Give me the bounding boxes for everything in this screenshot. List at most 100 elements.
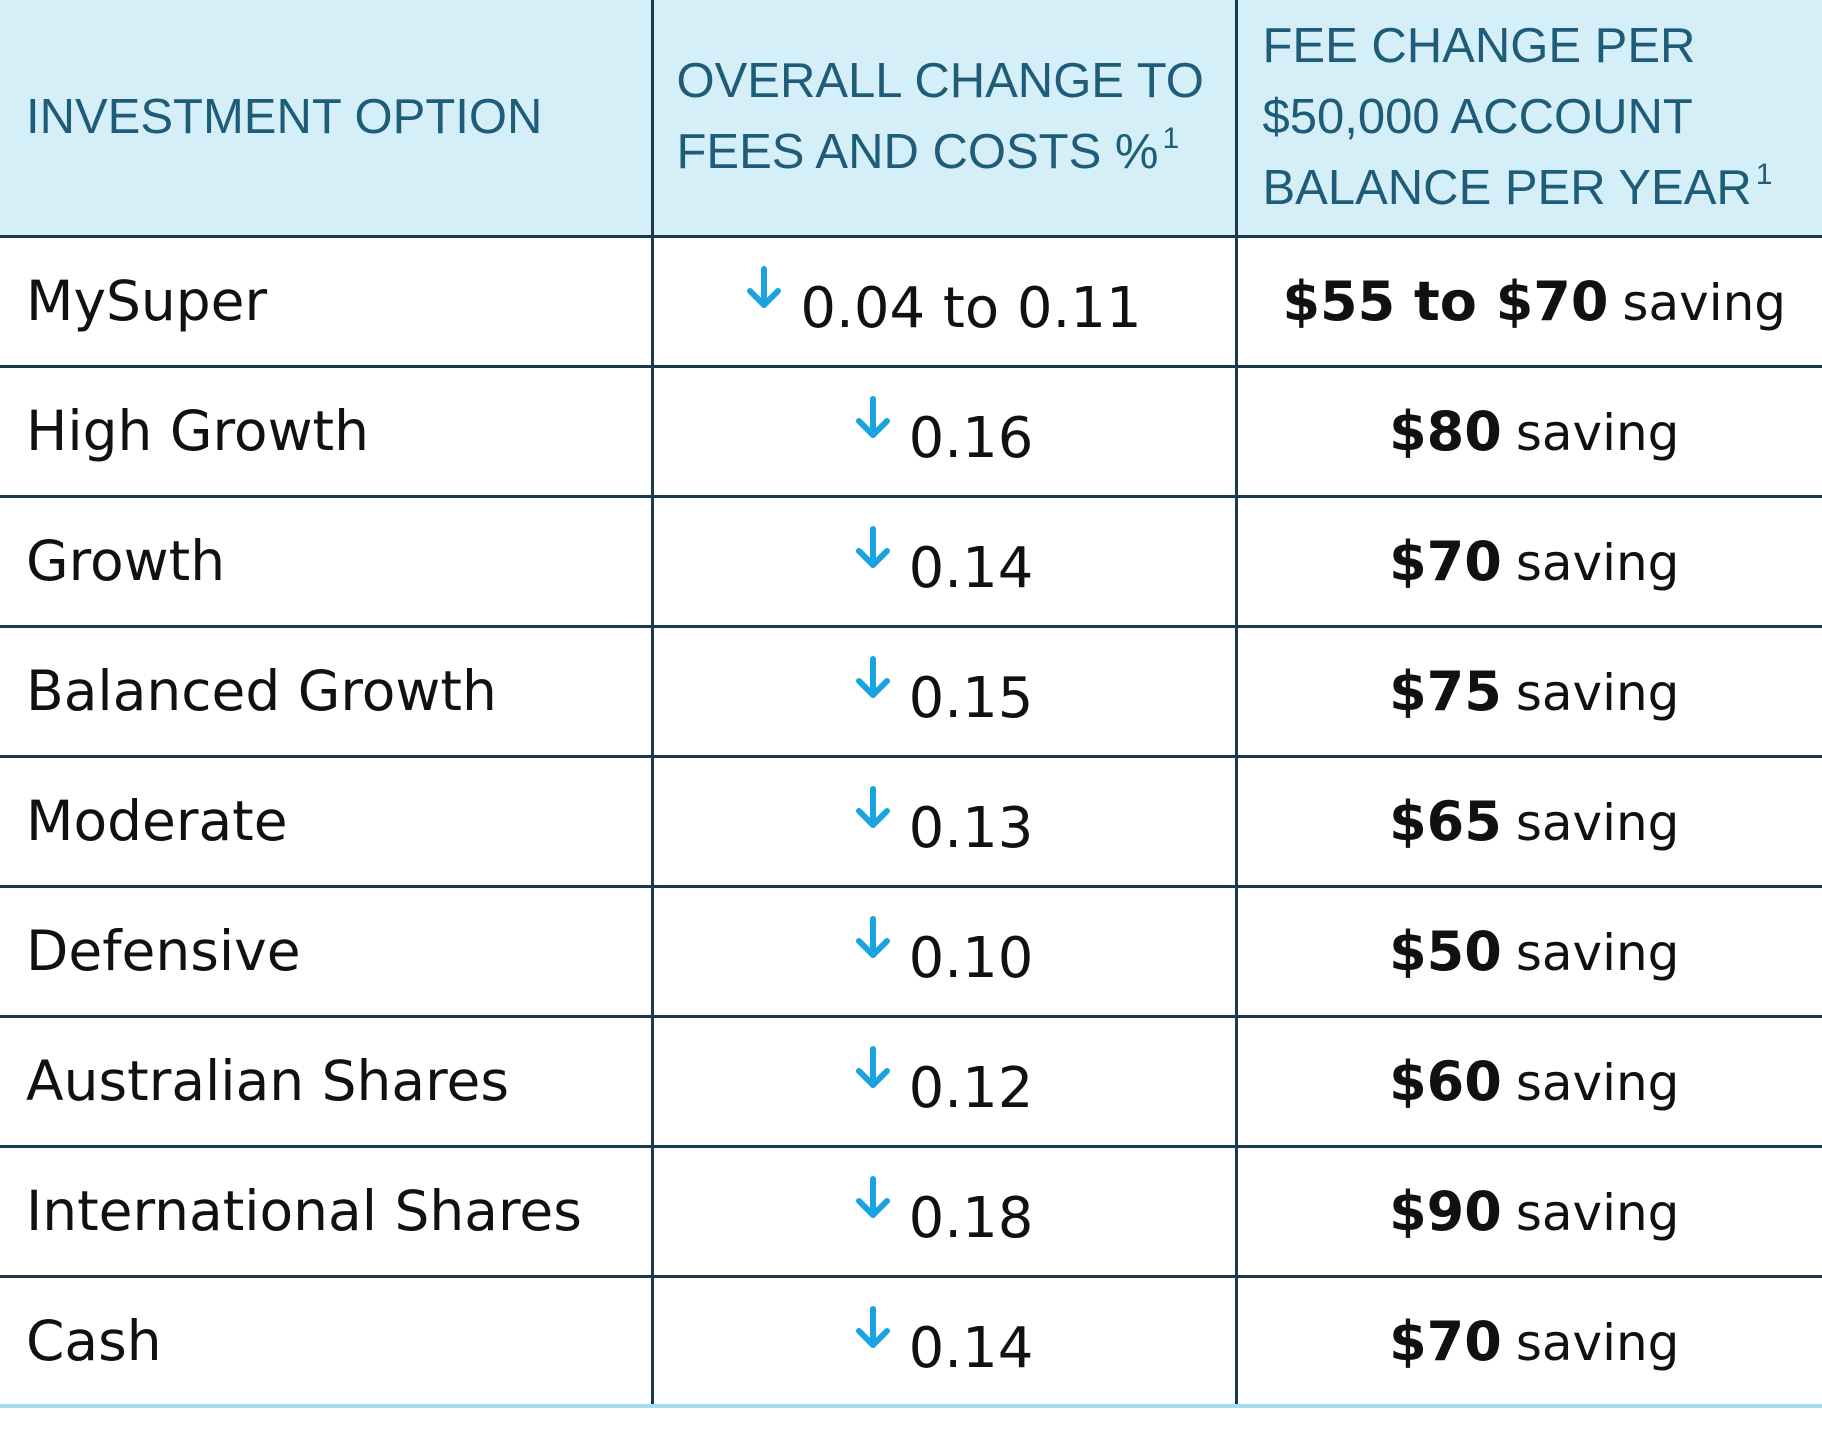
investment-option-name: Growth xyxy=(26,529,226,593)
fee-change-value: 0.14 xyxy=(908,536,1034,601)
fee-change-value: 0.13 xyxy=(908,796,1034,861)
fee-change-value: 0.14 xyxy=(908,1315,1034,1381)
fee-change-table: INVESTMENT OPTION OVERALL CHANGE TO FEES… xyxy=(0,0,1822,1408)
investment-option-cell: Defensive xyxy=(0,886,652,1018)
investment-option-cell: Growth xyxy=(0,496,652,628)
arrow-down-icon-graphic xyxy=(855,916,890,958)
saving-label: saving xyxy=(1515,1054,1680,1112)
saving-label: saving xyxy=(1515,404,1680,462)
saving-label: saving xyxy=(1515,1313,1680,1372)
investment-option-name: Balanced Growth xyxy=(26,659,497,723)
saving-amount: $55 to $70 xyxy=(1282,270,1609,333)
table-row: MySuper 0.04 to 0.11 $55 to $70 saving xyxy=(0,236,1822,368)
header-row: INVESTMENT OPTION OVERALL CHANGE TO FEES… xyxy=(0,0,1822,238)
header-investment-option-label: INVESTMENT OPTION xyxy=(26,89,543,144)
investment-option-cell: Cash xyxy=(0,1276,652,1408)
saving-label: saving xyxy=(1515,1184,1680,1242)
investment-option-name: Moderate xyxy=(26,789,288,853)
fee-change-cell: 0.16 xyxy=(650,366,1236,498)
fee-change-value: 0.12 xyxy=(908,1056,1034,1121)
annual-saving-cell: $60 saving xyxy=(1234,1016,1822,1148)
table-row: High Growth 0.16 $80 saving xyxy=(0,366,1822,498)
arrow-down-icon-graphic xyxy=(855,1305,890,1348)
saving-amount: $65 xyxy=(1389,790,1502,853)
header-overall-change-line2: FEES AND COSTS % xyxy=(676,125,1159,180)
investment-option-cell: Balanced Growth xyxy=(0,626,652,758)
header-overall-change: OVERALL CHANGE TO FEES AND COSTS % 1 xyxy=(650,0,1236,238)
annual-saving-cell: $55 to $70 saving xyxy=(1234,236,1822,368)
fee-change-value: 0.04 to 0.11 xyxy=(800,276,1142,341)
fee-change-value: 0.18 xyxy=(908,1186,1034,1251)
fee-change-value: 0.16 xyxy=(908,406,1034,471)
arrow-down-icon-graphic xyxy=(855,1046,890,1088)
arrow-down-icon-graphic xyxy=(855,786,890,828)
saving-label: saving xyxy=(1622,274,1787,332)
table-row: Growth 0.14 $70 saving xyxy=(0,496,1822,628)
table-row: Defensive 0.10 $50 saving xyxy=(0,886,1822,1018)
table-row: International Shares 0.18 $90 saving xyxy=(0,1146,1822,1278)
arrow-down-icon xyxy=(855,786,891,830)
saving-amount: $80 xyxy=(1389,400,1502,463)
annual-saving-cell: $70 saving xyxy=(1234,1276,1822,1408)
arrow-down-icon xyxy=(855,526,891,570)
header-fee-change: FEE CHANGE PER $50,000 ACCOUNT BALANCE P… xyxy=(1234,0,1822,238)
annual-saving-cell: $65 saving xyxy=(1234,756,1822,888)
footnote-marker: 1 xyxy=(1162,122,1180,156)
fee-change-cell: 0.15 xyxy=(650,626,1236,758)
fee-change-cell: 0.10 xyxy=(650,886,1236,1018)
fee-change-cell: 0.12 xyxy=(650,1016,1236,1148)
investment-option-cell: MySuper xyxy=(0,236,652,368)
saving-amount: $60 xyxy=(1389,1050,1502,1113)
annual-saving-cell: $50 saving xyxy=(1234,886,1822,1018)
arrow-down-icon xyxy=(746,266,782,310)
arrow-down-icon-graphic xyxy=(855,396,890,438)
saving-label: saving xyxy=(1515,924,1680,982)
investment-option-name: Cash xyxy=(26,1308,162,1373)
investment-option-name: High Growth xyxy=(26,399,369,463)
saving-label: saving xyxy=(1515,794,1680,852)
table-row: Australian Shares 0.12 $60 saving xyxy=(0,1016,1822,1148)
arrow-down-icon xyxy=(855,1305,891,1350)
arrow-down-icon xyxy=(855,396,891,440)
annual-saving-cell: $75 saving xyxy=(1234,626,1822,758)
fee-change-cell: 0.14 xyxy=(650,1276,1236,1408)
table-row: Balanced Growth 0.15 $75 saving xyxy=(0,626,1822,758)
arrow-down-icon xyxy=(855,1176,891,1220)
table-row: Moderate 0.13 $65 saving xyxy=(0,756,1822,888)
investment-option-cell: Australian Shares xyxy=(0,1016,652,1148)
annual-saving-cell: $70 saving xyxy=(1234,496,1822,628)
saving-amount: $90 xyxy=(1389,1180,1502,1243)
investment-option-cell: International Shares xyxy=(0,1146,652,1278)
fee-change-cell: 0.18 xyxy=(650,1146,1236,1278)
header-fee-change-line1: FEE CHANGE PER xyxy=(1262,18,1696,73)
header-fee-change-line2: $50,000 ACCOUNT xyxy=(1262,89,1693,144)
investment-option-name: MySuper xyxy=(26,269,268,333)
fee-change-value: 0.15 xyxy=(908,666,1034,731)
annual-saving-cell: $90 saving xyxy=(1234,1146,1822,1278)
fee-change-cell: 0.13 xyxy=(650,756,1236,888)
fee-change-value: 0.10 xyxy=(908,926,1034,991)
annual-saving-cell: $80 saving xyxy=(1234,366,1822,498)
arrow-down-icon-graphic xyxy=(855,526,890,568)
investment-option-name: Defensive xyxy=(26,919,301,983)
table-header: INVESTMENT OPTION OVERALL CHANGE TO FEES… xyxy=(0,0,1822,238)
arrow-down-icon-graphic xyxy=(855,656,890,698)
investment-option-cell: Moderate xyxy=(0,756,652,888)
arrow-down-icon-graphic xyxy=(855,1176,890,1218)
arrow-down-icon-graphic xyxy=(747,266,782,308)
investment-option-name: Australian Shares xyxy=(26,1049,509,1113)
arrow-down-icon xyxy=(855,656,891,700)
header-investment-option: INVESTMENT OPTION xyxy=(0,0,652,238)
header-fee-change-line3: BALANCE PER YEAR xyxy=(1262,160,1752,215)
footnote-marker: 1 xyxy=(1755,157,1773,191)
saving-label: saving xyxy=(1515,664,1680,722)
arrow-down-icon xyxy=(855,916,891,960)
saving-label: saving xyxy=(1515,534,1680,592)
fee-change-cell: 0.04 to 0.11 xyxy=(650,236,1236,368)
header-overall-change-line1: OVERALL CHANGE TO xyxy=(676,54,1204,109)
table-body: MySuper 0.04 to 0.11 $55 to $70 saving Hi… xyxy=(0,236,1822,1408)
saving-amount: $70 xyxy=(1389,530,1502,593)
investment-option-name: International Shares xyxy=(26,1179,582,1243)
fee-change-cell: 0.14 xyxy=(650,496,1236,628)
table-row: Cash 0.14 $70 saving xyxy=(0,1276,1822,1408)
